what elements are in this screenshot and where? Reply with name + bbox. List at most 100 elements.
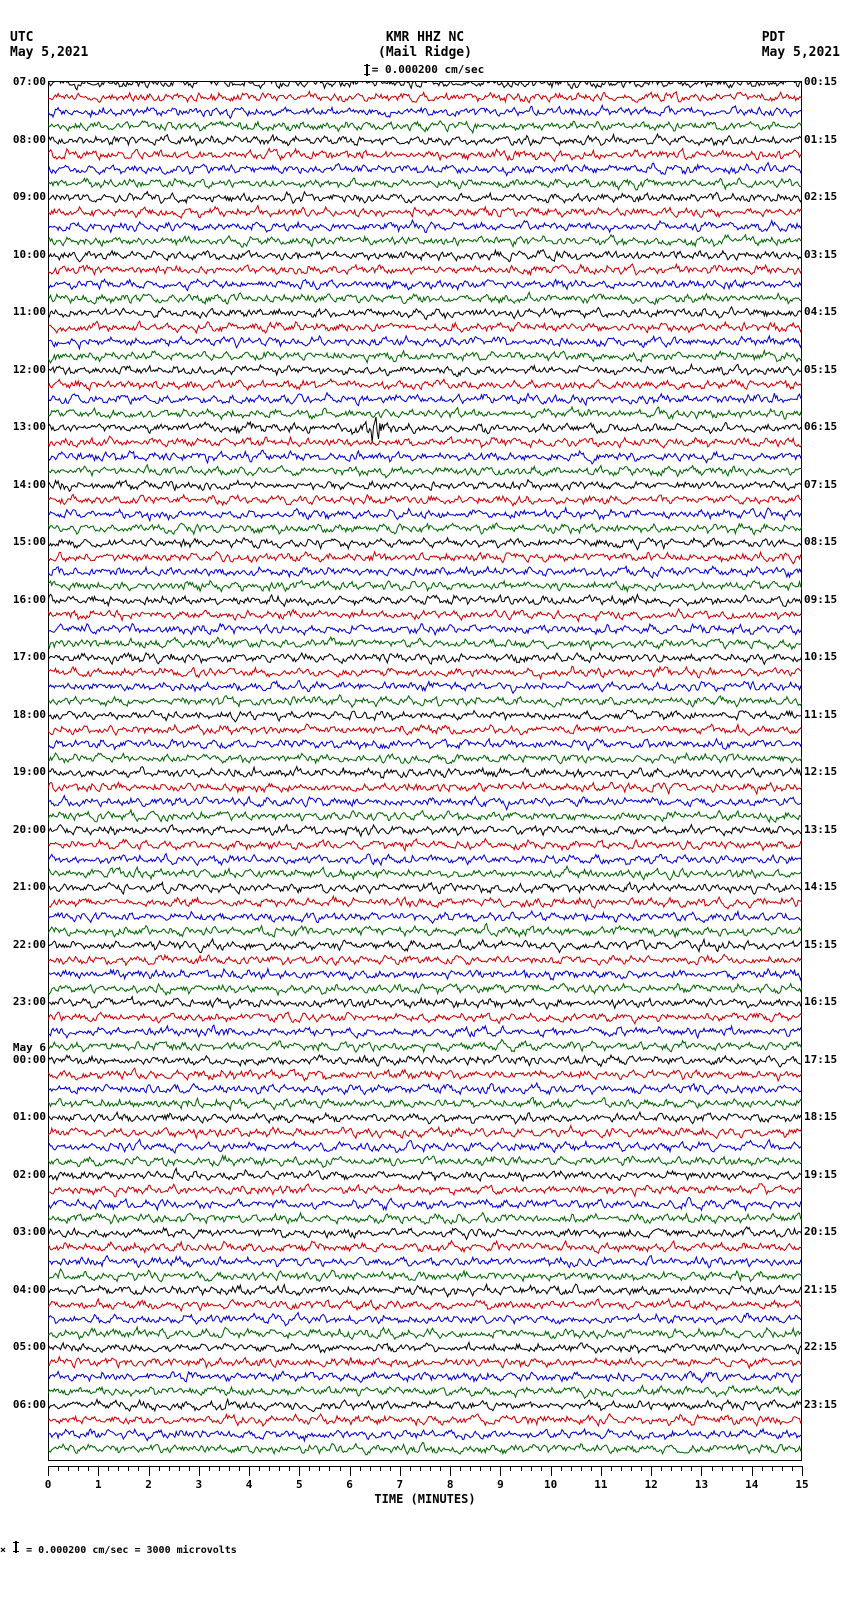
pdt-time-label: 12:15 — [804, 765, 840, 778]
x-tick-minor — [209, 1466, 210, 1471]
x-tick-major — [500, 1466, 501, 1476]
x-tick-minor — [782, 1466, 783, 1471]
x-tick-minor — [430, 1466, 431, 1471]
pdt-time-label: 16:15 — [804, 995, 840, 1008]
x-tick-minor — [88, 1466, 89, 1471]
pdt-time-label: 18:15 — [804, 1110, 840, 1123]
x-tick-minor — [762, 1466, 763, 1471]
x-tick-minor — [460, 1466, 461, 1471]
x-tick-minor — [289, 1466, 290, 1471]
x-tick-minor — [410, 1466, 411, 1471]
header-left: UTC May 5,2021 — [10, 30, 88, 76]
x-tick-label: 11 — [594, 1478, 607, 1491]
x-axis: TIME (MINUTES) 0123456789101112131415 — [48, 1466, 802, 1516]
x-tick-minor — [329, 1466, 330, 1471]
utc-time-label: 00:00 — [10, 1053, 46, 1066]
x-tick-major — [651, 1466, 652, 1476]
x-tick-minor — [370, 1466, 371, 1471]
x-axis-line — [48, 1466, 802, 1467]
x-tick-label: 12 — [645, 1478, 658, 1491]
x-tick-minor — [792, 1466, 793, 1471]
x-tick-major — [350, 1466, 351, 1476]
utc-time-label: 14:00 — [10, 478, 46, 491]
x-tick-major — [199, 1466, 200, 1476]
station-code: KMR HHZ NC — [386, 30, 464, 45]
x-tick-minor — [671, 1466, 672, 1471]
pdt-time-label: 17:15 — [804, 1053, 840, 1066]
x-tick-minor — [219, 1466, 220, 1471]
x-tick-major — [400, 1466, 401, 1476]
x-tick-label: 15 — [795, 1478, 808, 1491]
pdt-time-label: 22:15 — [804, 1340, 840, 1353]
footer-symbol: × — [0, 1545, 6, 1556]
x-tick-minor — [521, 1466, 522, 1471]
pdt-time-label: 04:15 — [804, 305, 840, 318]
x-tick-minor — [420, 1466, 421, 1471]
x-tick-minor — [480, 1466, 481, 1471]
x-tick-minor — [390, 1466, 391, 1471]
x-tick-label: 4 — [246, 1478, 253, 1491]
x-tick-minor — [189, 1466, 190, 1471]
x-tick-major — [249, 1466, 250, 1476]
x-tick-minor — [772, 1466, 773, 1471]
x-tick-minor — [179, 1466, 180, 1471]
scale-bar-icon — [366, 64, 368, 76]
x-tick-minor — [641, 1466, 642, 1471]
pdt-time-label: 15:15 — [804, 938, 840, 951]
x-tick-minor — [380, 1466, 381, 1471]
right-timezone: PDT — [762, 30, 840, 45]
x-tick-minor — [279, 1466, 280, 1471]
x-tick-minor — [470, 1466, 471, 1471]
x-tick-minor — [159, 1466, 160, 1471]
x-tick-major — [551, 1466, 552, 1476]
x-tick-minor — [712, 1466, 713, 1471]
pdt-time-label: 02:15 — [804, 190, 840, 203]
header-center: KMR HHZ NC (Mail Ridge) = 0.000200 cm/se… — [366, 30, 485, 76]
x-tick-minor — [360, 1466, 361, 1471]
x-tick-major — [450, 1466, 451, 1476]
utc-time-label: 19:00 — [10, 765, 46, 778]
x-tick-major — [601, 1466, 602, 1476]
utc-time-label: 17:00 — [10, 650, 46, 663]
x-tick-label: 13 — [695, 1478, 708, 1491]
x-tick-minor — [440, 1466, 441, 1471]
x-tick-label: 9 — [497, 1478, 504, 1491]
x-tick-minor — [118, 1466, 119, 1471]
x-tick-minor — [591, 1466, 592, 1471]
x-tick-minor — [541, 1466, 542, 1471]
x-tick-minor — [68, 1466, 69, 1471]
x-tick-label: 1 — [95, 1478, 102, 1491]
pdt-time-label: 19:15 — [804, 1168, 840, 1181]
utc-time-label: 01:00 — [10, 1110, 46, 1123]
utc-time-label: 20:00 — [10, 823, 46, 836]
seismogram-plot: 07:0008:0009:0010:0011:0012:0013:0014:00… — [10, 81, 840, 1461]
x-tick-minor — [108, 1466, 109, 1471]
utc-time-label: 13:00 — [10, 420, 46, 433]
x-tick-label: 8 — [447, 1478, 454, 1491]
utc-time-label: 23:00 — [10, 995, 46, 1008]
x-axis-title: TIME (MINUTES) — [374, 1492, 475, 1506]
x-tick-minor — [58, 1466, 59, 1471]
pdt-time-label: 13:15 — [804, 823, 840, 836]
x-tick-minor — [510, 1466, 511, 1471]
utc-time-label: 18:00 — [10, 708, 46, 721]
utc-time-label: 04:00 — [10, 1283, 46, 1296]
utc-time-label: 06:00 — [10, 1398, 46, 1411]
utc-time-label: 02:00 — [10, 1168, 46, 1181]
x-tick-minor — [229, 1466, 230, 1471]
date-change-marker: May 6 — [10, 1041, 46, 1054]
x-tick-minor — [681, 1466, 682, 1471]
scale-bar-icon — [15, 1541, 17, 1553]
utc-time-label: 05:00 — [10, 1340, 46, 1353]
utc-time-label: 22:00 — [10, 938, 46, 951]
utc-time-label: 16:00 — [10, 593, 46, 606]
x-tick-minor — [571, 1466, 572, 1471]
x-tick-major — [701, 1466, 702, 1476]
utc-time-label: 15:00 — [10, 535, 46, 548]
utc-time-label: 08:00 — [10, 133, 46, 146]
x-tick-minor — [611, 1466, 612, 1471]
x-tick-minor — [138, 1466, 139, 1471]
x-tick-minor — [78, 1466, 79, 1471]
pdt-time-label: 03:15 — [804, 248, 840, 261]
pdt-time-label: 14:15 — [804, 880, 840, 893]
